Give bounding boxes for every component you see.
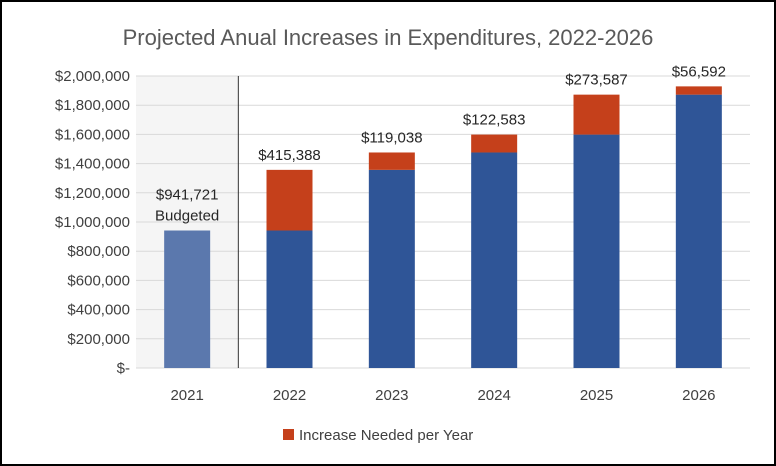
data-label-2021-941-721: $941,721 <box>156 187 219 204</box>
y-tick-label-1800000: $1,800,000 <box>55 97 130 114</box>
data-label-2024: $122,583 <box>463 112 526 129</box>
x-tick-label-2026: 2026 <box>682 387 715 404</box>
x-axis-ticks: 2021 2022 2023 2024 2025 2026 <box>170 387 715 404</box>
legend-swatch-increase <box>283 429 294 440</box>
bar-base-2026 <box>675 94 722 368</box>
y-tick-label-600000: $600,000 <box>67 272 130 289</box>
x-tick-label-2023: 2023 <box>375 387 408 404</box>
y-axis-ticks: $- $200,000 $400,000 $600,000 $800,000 $1,000… <box>55 68 130 377</box>
x-tick-label-2021: 2021 <box>170 387 203 404</box>
legend: Increase Needed per Year <box>283 427 473 444</box>
y-tick-label-1400000: $1,400,000 <box>55 156 130 173</box>
bar-increase-2026 <box>675 86 722 95</box>
y-tick-label-200000: $200,000 <box>67 331 130 348</box>
y-tick-label-1600000: $1,600,000 <box>55 126 130 143</box>
data-label-2022: $415,388 <box>258 147 321 164</box>
y-tick-label-0: $- <box>117 360 130 377</box>
bar-base-2025 <box>573 134 620 368</box>
x-tick-label-2025: 2025 <box>580 387 613 404</box>
data-label-2023: $119,038 <box>361 129 422 146</box>
x-tick-label-2024: 2024 <box>477 387 510 404</box>
data-label-2025: $273,587 <box>565 72 628 89</box>
data-label-2026: $56,592 <box>672 63 726 80</box>
y-tick-label-2000000: $2,000,000 <box>55 68 130 85</box>
bar-base-2023 <box>368 169 415 368</box>
data-label-2021-budgeted: Budgeted <box>155 208 219 225</box>
y-tick-label-1200000: $1,200,000 <box>55 185 130 202</box>
bar-increase-2024 <box>471 134 518 153</box>
y-tick-label-400000: $400,000 <box>67 302 130 319</box>
bar-increase-2025 <box>573 94 620 135</box>
bar-base-2024 <box>471 152 518 368</box>
chart-title: Projected Anual Increases in Expenditure… <box>123 25 654 50</box>
legend-label-increase: Increase Needed per Year <box>299 427 473 444</box>
bar-increase-2023 <box>368 152 415 170</box>
bar-increase-2022 <box>266 169 313 231</box>
data-labels: $941,721 Budgeted $415,388 $119,038 $122,583… <box>155 63 726 224</box>
y-tick-label-1000000: $1,000,000 <box>55 214 130 231</box>
x-tick-label-2022: 2022 <box>273 387 306 404</box>
y-tick-label-800000: $800,000 <box>67 243 130 260</box>
bars <box>164 86 722 368</box>
bar-base-2022 <box>266 230 313 368</box>
bar-base-2021 <box>164 230 211 368</box>
